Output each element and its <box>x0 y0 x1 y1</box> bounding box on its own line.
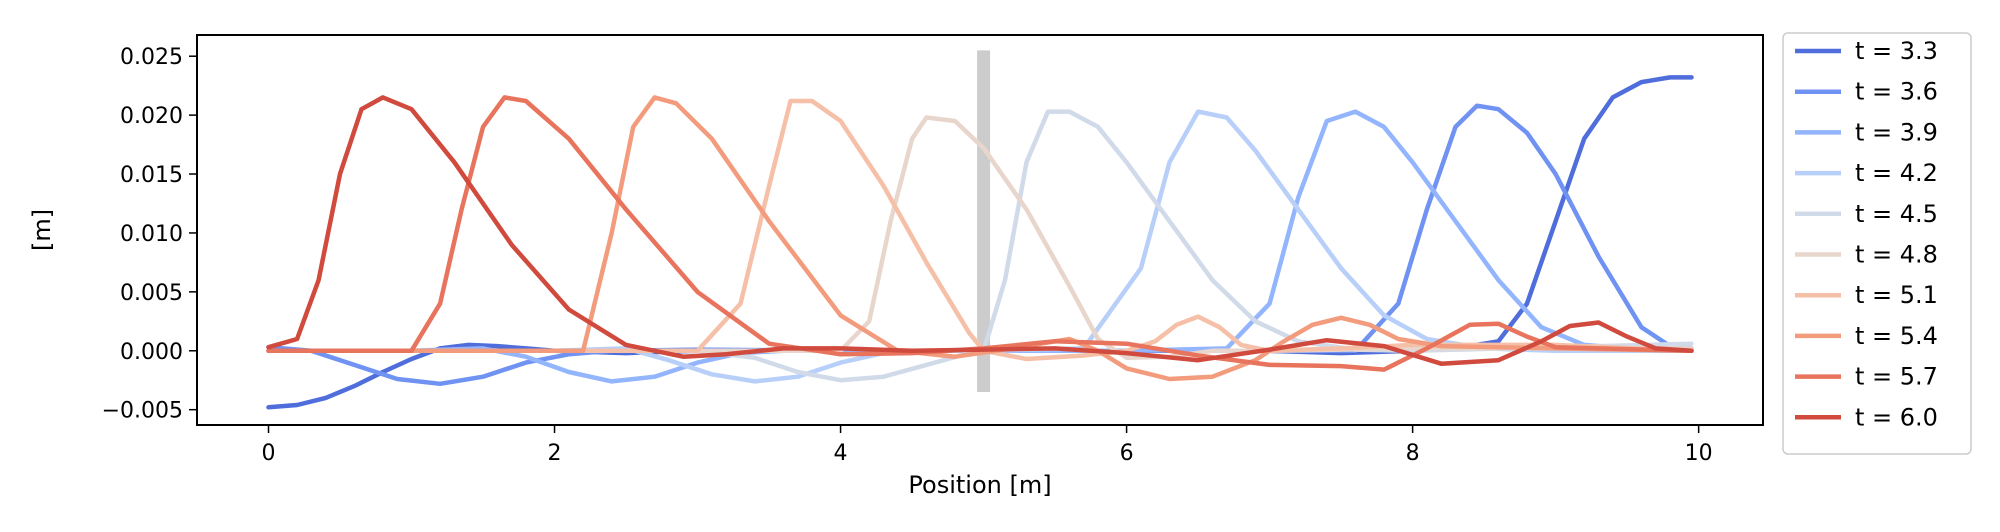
legend-frame <box>1782 32 1972 455</box>
y-tick-label: 0.000 <box>120 340 183 365</box>
x-tick-label: 6 <box>1120 441 1134 466</box>
y-axis-label: [m] <box>28 209 56 251</box>
y-tick-label: 0.010 <box>120 222 183 247</box>
series-line-7 <box>266 98 1694 362</box>
y-tick-label: 0.015 <box>120 163 183 188</box>
legend: t = 3.3 t = 3.6 t = 3.9 t = 4.2 t = 4.5 t = 4… <box>1782 32 1972 455</box>
legend-label: t = 4.2 <box>1855 159 1938 187</box>
x-tick-label: 10 <box>1685 441 1713 466</box>
legend-label: t = 3.6 <box>1855 78 1938 106</box>
legend-label: t = 5.1 <box>1855 281 1938 309</box>
y-tick-label: 0.020 <box>120 104 183 129</box>
x-axis-label: Position [m] <box>908 471 1051 499</box>
y-tick-label: −0.005 <box>102 399 183 424</box>
legend-label: t = 4.8 <box>1855 241 1938 269</box>
legend-label: t = 5.4 <box>1855 322 1938 350</box>
series-line-5 <box>266 109 1694 383</box>
x-tick-label: 0 <box>262 441 276 466</box>
series-line-4 <box>266 109 1694 384</box>
y-axis: −0.005 0.000 0.005 0.010 0.015 0.020 0.025 <box>102 45 197 424</box>
legend-label: t = 5.7 <box>1855 363 1938 391</box>
legend-label: t = 3.3 <box>1855 37 1938 65</box>
plot-frame <box>196 34 1764 426</box>
x-tick-label: 8 <box>1406 441 1420 466</box>
legend-label: t = 4.5 <box>1855 200 1938 228</box>
x-axis: 0 2 4 6 8 10 <box>262 425 1713 466</box>
legend-label: t = 6.0 <box>1855 403 1938 431</box>
series-line-3 <box>266 109 1694 384</box>
x-tick-label: 2 <box>548 441 562 466</box>
y-tick-label: 0.005 <box>120 281 183 306</box>
plot-area <box>266 50 1694 410</box>
x-tick-label: 4 <box>834 441 848 466</box>
y-tick-label: 0.025 <box>120 45 183 70</box>
series-line-10 <box>266 95 1694 366</box>
legend-label: t = 3.9 <box>1855 118 1938 146</box>
